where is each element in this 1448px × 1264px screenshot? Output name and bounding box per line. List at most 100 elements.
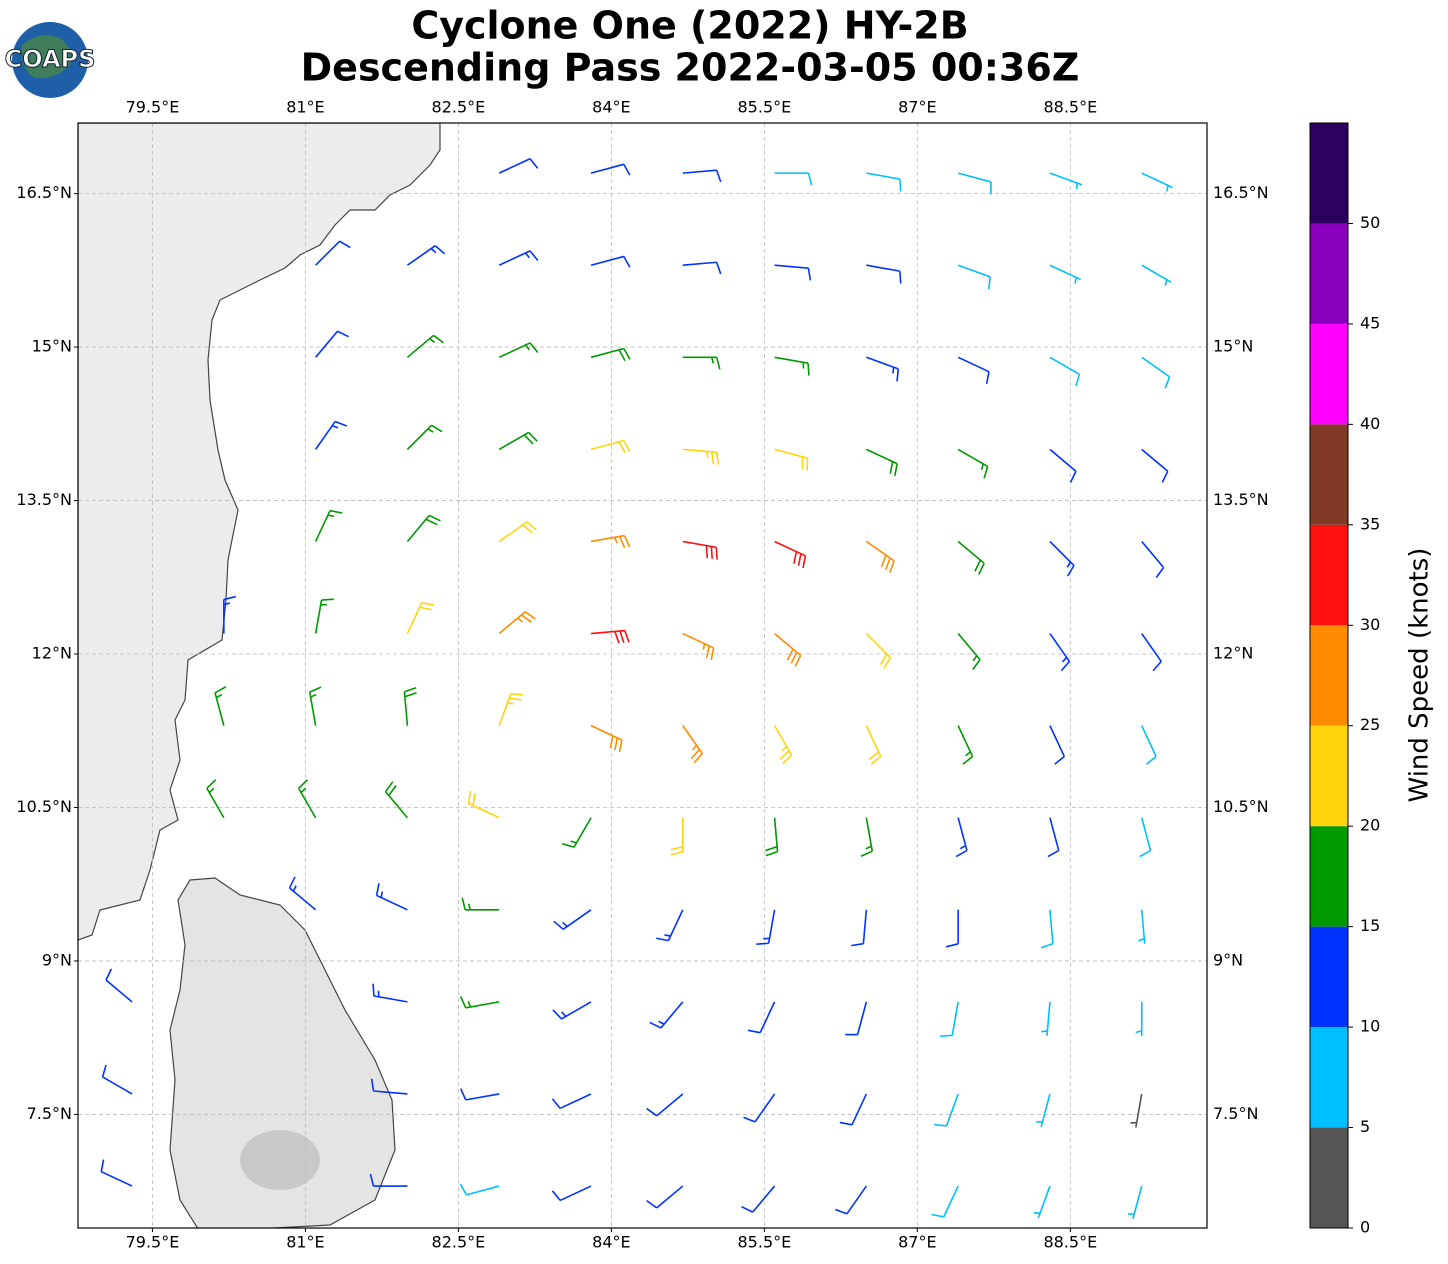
wind-barb [957,448,989,479]
wind-barb [835,1185,868,1215]
land-sri-lanka [169,877,396,1228]
colorbar-tick-label: 5 [1360,1117,1370,1136]
wind-barb [105,968,133,1003]
colorbar-segment [1310,424,1348,525]
wind-barb [743,1093,776,1123]
x-tick-label: 81°E [286,1233,324,1252]
wind-barb [945,909,959,948]
y-tick-label: 10.5°N [1213,797,1269,816]
wind-barb [1141,264,1172,286]
y-tick-label: 12°N [1213,644,1253,663]
colorbar-tick-label: 50 [1360,213,1380,232]
wind-barb [1141,172,1173,192]
wind-barb [670,817,684,856]
wind-barb [315,240,351,266]
colorbar-segment [1310,1027,1348,1128]
colorbar-segment [1310,926,1348,1028]
colorbar-segment [1310,1127,1348,1228]
wind-barb [214,686,227,726]
wind-barb [590,439,631,454]
colorbar-tick-label: 30 [1360,615,1380,634]
wind-barb [100,1159,133,1187]
wind-barb [406,334,444,358]
y-tick-label: 9°N [1213,950,1243,969]
wind-barb [773,725,793,765]
colorbar-segment [1310,123,1348,224]
grid [78,123,1207,1228]
wind-barb [957,264,991,290]
chart-subtitle: Descending Pass 2022-03-05 00:36Z [301,46,1080,90]
wind-barb [1041,1001,1051,1036]
y-tick-label: 9°N [42,950,72,969]
y-tick-label: 12°N [32,644,72,663]
wind-barb [1049,356,1081,387]
wind-barb [308,686,322,726]
x-tick-label: 79.5°E [126,98,180,117]
colorbar-tick-label: 45 [1360,313,1380,332]
wind-barb [223,595,237,634]
wind-barb [957,633,981,671]
wind-barb [406,601,435,634]
wind-barb [1047,817,1060,858]
wind-barb [1049,448,1077,483]
wind-barb [774,540,807,569]
wind-barb [459,996,500,1009]
colorbar-segment [1310,223,1348,324]
wind-barb [552,1001,592,1020]
map [78,123,1207,1228]
wind-barb [957,540,985,575]
wind-barb [288,876,317,911]
wind-barb [314,420,347,450]
x-tick-label: 88.5°E [1043,1233,1097,1252]
wind-barb [1128,1185,1143,1220]
wind-barb [646,1185,684,1209]
wind-barb [297,779,317,819]
wind-barb [384,781,409,819]
wind-barb [656,909,684,942]
wind-barb [682,261,722,275]
wind-barb [1139,817,1152,858]
wind-barb [590,534,631,549]
wind-barb [206,779,225,819]
wind-barb [1141,356,1171,389]
wind-barb [551,1093,592,1110]
wind-barb [747,1001,776,1034]
colorbar-segment [1310,826,1348,927]
x-tick-label: 88.5°E [1043,98,1097,117]
colorbar-tick-label: 35 [1360,514,1380,533]
colorbar-frame [1309,122,1349,1229]
x-tick-label: 84°E [592,1233,630,1252]
wind-barb [1049,540,1075,577]
wind-barb [315,330,349,358]
wind-barb [498,342,539,359]
wind-barb [934,1093,959,1127]
x-tick-label: 81°E [286,98,324,117]
colorbar-tick-label: 20 [1360,816,1380,835]
colorbar-segment [1310,524,1348,626]
wind-barb [403,686,417,726]
wind-barb [866,356,900,382]
y-tick-label: 15°N [32,337,72,356]
x-tick-label: 87°E [898,1233,936,1252]
barbs [100,158,1173,1220]
wind-barb [1138,909,1146,944]
wind-barb [561,817,592,848]
colorbar-tick-label: 15 [1360,916,1380,935]
wind-barb [1130,1093,1143,1128]
wind-barb [649,1001,684,1029]
wind-barb [372,983,408,1003]
y-tick-label: 10.5°N [16,797,72,816]
wind-barb [1033,1185,1051,1219]
y-tick-label: 7.5°N [27,1104,72,1123]
x-tick-label: 87°E [898,98,936,117]
map-frame [77,122,1208,1229]
y-tick-label: 13.5°N [16,490,72,509]
colorbar-segment [1310,725,1348,827]
wind-barb [866,264,902,284]
colorbar: 0 5 10 15 20 25 30 35 40 45 50 [1310,123,1380,1237]
wind-barb [866,448,898,477]
colorbar-tick-label: 25 [1360,715,1380,734]
wind-barb [682,632,715,661]
wind-barb [866,172,902,192]
